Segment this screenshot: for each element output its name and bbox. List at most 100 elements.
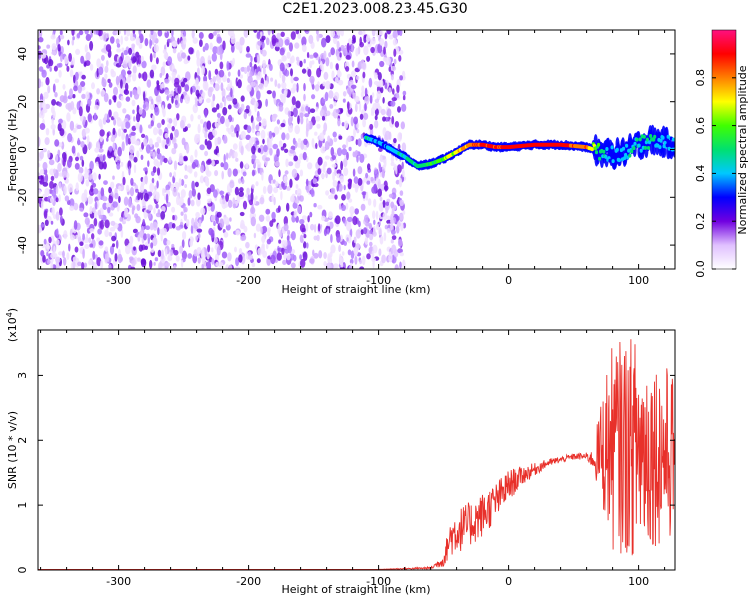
noise-dot xyxy=(98,66,104,76)
noise-dot xyxy=(246,65,251,73)
noise-dot xyxy=(352,215,358,226)
noise-dot xyxy=(49,66,52,72)
top-y-tick-label: -40 xyxy=(16,236,29,254)
noise-dot xyxy=(63,154,67,163)
noise-dot xyxy=(316,123,321,129)
ridge-core xyxy=(608,158,612,163)
noise-dot xyxy=(360,59,365,69)
noise-dot xyxy=(99,129,105,137)
noise-dot xyxy=(44,219,49,226)
noise-dot xyxy=(290,55,295,63)
noise-dot xyxy=(70,60,74,66)
noise-dot xyxy=(245,134,251,140)
noise-dot xyxy=(62,257,67,266)
colorbar-tick-label: 0.6 xyxy=(694,117,707,135)
noise-dot xyxy=(86,135,90,145)
noise-dot xyxy=(181,239,185,249)
noise-dot xyxy=(311,138,315,148)
noise-dot xyxy=(391,229,396,235)
noise-dot xyxy=(342,217,346,224)
ridge-core xyxy=(643,145,648,150)
noise-dot xyxy=(319,109,325,117)
noise-dot xyxy=(83,62,87,67)
noise-dot xyxy=(112,175,115,180)
noise-dot xyxy=(215,122,219,129)
noise-dot xyxy=(256,116,262,122)
noise-dot xyxy=(46,259,51,265)
noise-dot xyxy=(313,52,319,58)
noise-dot xyxy=(305,178,309,187)
noise-dot xyxy=(77,137,80,146)
noise-dot xyxy=(54,78,60,84)
noise-dot xyxy=(250,216,256,227)
noise-dot xyxy=(112,243,115,248)
noise-dot xyxy=(269,63,273,71)
noise-dot xyxy=(115,38,120,45)
noise-dot xyxy=(117,146,122,157)
noise-dot xyxy=(48,236,52,244)
noise-dot xyxy=(51,99,57,106)
noise-dot xyxy=(112,127,116,136)
noise-dot xyxy=(347,135,352,143)
noise-dot xyxy=(127,138,132,145)
top-x-tick-label: -300 xyxy=(106,274,131,287)
noise-dot xyxy=(332,131,337,138)
noise-dot xyxy=(202,46,206,53)
noise-dot xyxy=(276,252,282,261)
noise-dot xyxy=(161,83,165,89)
noise-dot xyxy=(358,30,363,36)
noise-dot xyxy=(242,171,247,177)
noise-dot xyxy=(47,149,51,159)
noise-dot xyxy=(292,137,296,145)
noise-dot xyxy=(221,251,228,259)
noise-dot xyxy=(59,207,63,216)
noise-dot xyxy=(385,201,390,207)
snr-frame xyxy=(37,329,676,571)
noise-dot xyxy=(342,91,347,97)
noise-dot xyxy=(222,199,226,205)
noise-dot xyxy=(58,70,62,78)
noise-dot xyxy=(391,235,397,241)
noise-dot xyxy=(108,82,113,88)
noise-dot xyxy=(187,123,191,129)
noise-dot xyxy=(239,161,244,169)
noise-dot xyxy=(390,100,396,107)
noise-dot xyxy=(63,185,67,195)
ridge-core xyxy=(617,158,622,163)
noise-dot xyxy=(120,121,126,129)
noise-dot xyxy=(357,177,363,186)
noise-dot xyxy=(149,38,152,49)
noise-dot xyxy=(261,118,267,127)
noise-dot xyxy=(194,181,199,188)
noise-dot xyxy=(40,81,44,87)
ridge-core xyxy=(659,138,663,143)
noise-dot xyxy=(58,62,63,68)
noise-dot xyxy=(297,33,302,39)
noise-dot xyxy=(212,46,218,55)
noise-dot xyxy=(286,51,291,59)
noise-dot xyxy=(286,186,291,191)
noise-dot xyxy=(74,162,80,170)
noise-dot xyxy=(374,108,379,116)
noise-dot xyxy=(130,135,136,145)
noise-dot xyxy=(118,57,121,66)
ridge-core xyxy=(594,150,599,155)
noise-dot xyxy=(265,98,268,107)
noise-dot xyxy=(372,210,376,220)
noise-dot xyxy=(92,172,97,181)
noise-dot xyxy=(373,183,378,192)
noise-dot xyxy=(313,235,318,241)
noise-dot xyxy=(48,159,55,166)
noise-dot xyxy=(357,138,362,147)
noise-dot xyxy=(123,89,129,95)
noise-dot xyxy=(53,245,56,256)
noise-dot xyxy=(77,261,82,267)
noise-dot xyxy=(140,181,145,188)
noise-dot xyxy=(364,95,370,105)
noise-dot xyxy=(227,167,232,178)
noise-dot xyxy=(315,30,319,35)
noise-dot xyxy=(353,37,356,43)
noise-dot xyxy=(125,96,131,102)
noise-dot xyxy=(75,156,79,162)
noise-dot xyxy=(255,124,260,131)
